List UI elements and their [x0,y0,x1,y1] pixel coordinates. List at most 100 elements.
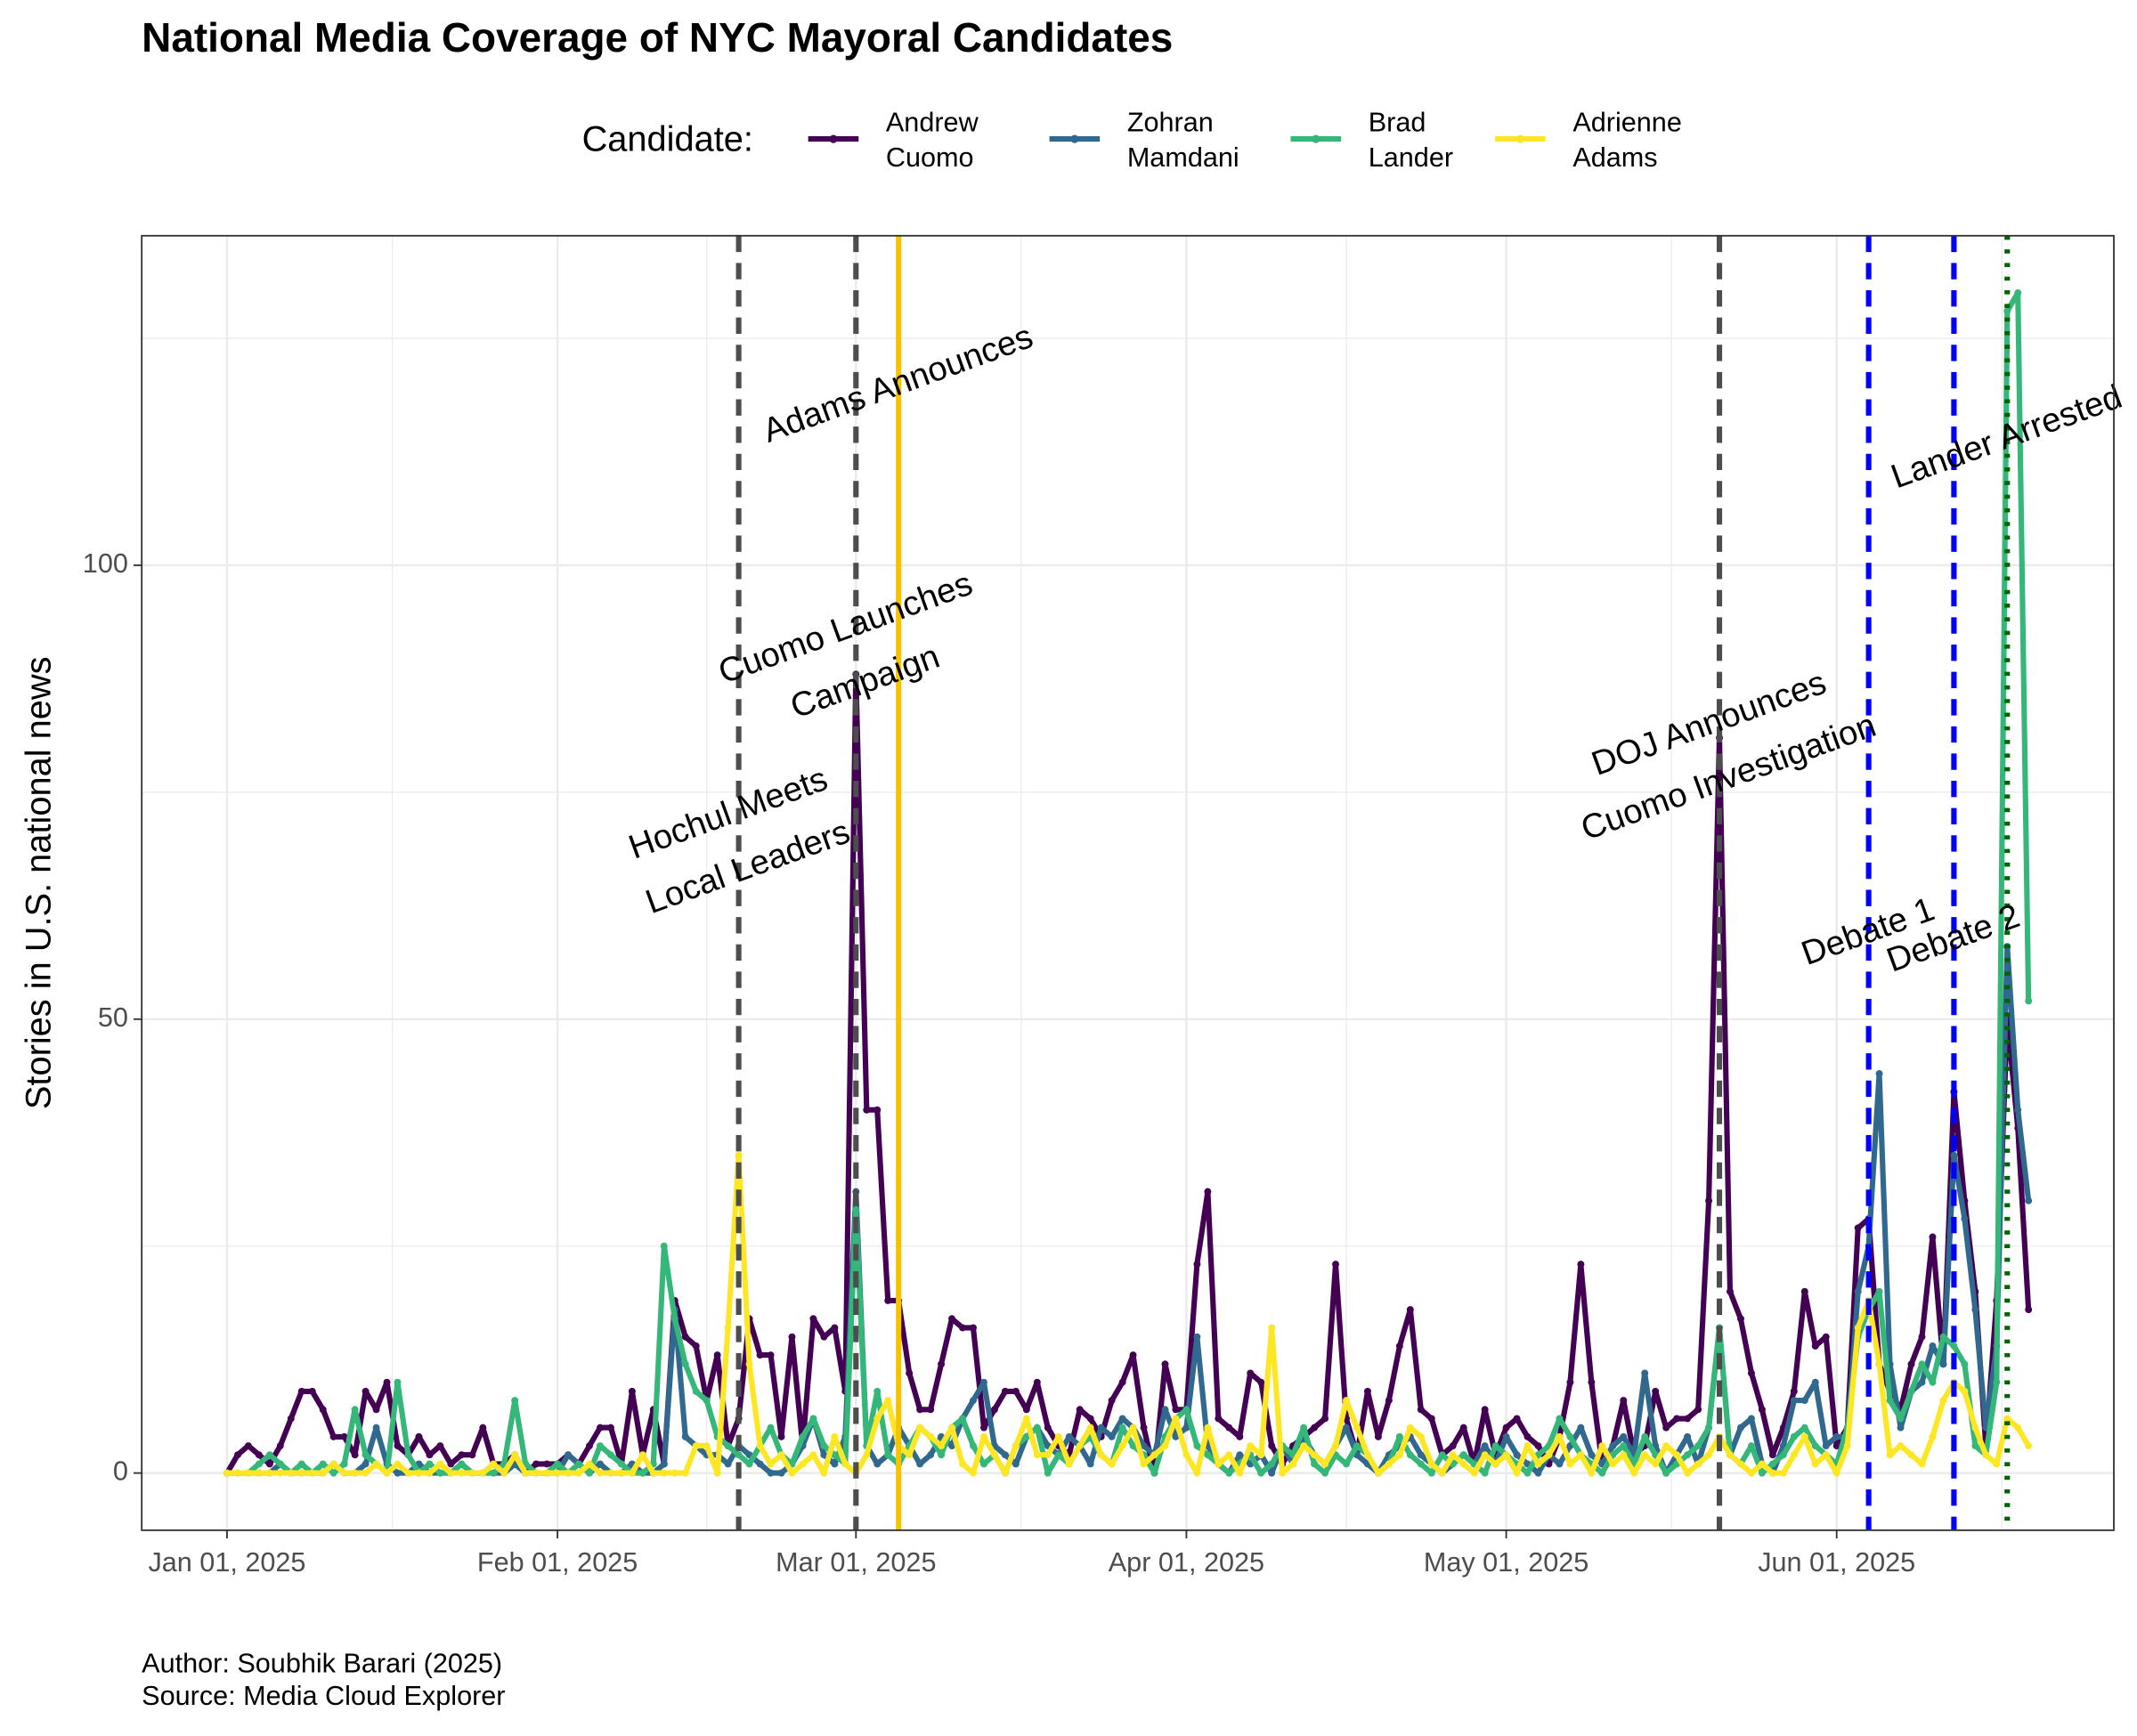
data-point [767,1424,775,1432]
data-point [1129,1351,1137,1359]
data-point [638,1451,646,1459]
legend-marker [1515,134,1524,143]
legend-marker [829,134,838,143]
data-point [1556,1415,1564,1423]
data-point [703,1397,711,1405]
data-point [1225,1469,1233,1477]
data-point [436,1442,444,1450]
data-point [1012,1460,1020,1468]
data-point [670,1469,678,1477]
data-point [1736,1424,1744,1432]
data-point [1811,1442,1819,1450]
data-point [1118,1415,1126,1423]
data-point [1363,1387,1371,1395]
data-point [1161,1442,1169,1450]
data-point [362,1460,370,1468]
data-point [596,1424,604,1432]
data-point [831,1451,839,1459]
y-tick-label: 0 [113,1456,128,1487]
data-point [1907,1387,1915,1395]
data-point [927,1432,935,1440]
data-point [1204,1188,1212,1196]
data-point [1022,1415,1030,1423]
data-point [1044,1451,1052,1459]
data-point [809,1415,817,1423]
data-point [959,1415,966,1423]
data-point [1374,1469,1382,1477]
data-point [565,1469,573,1477]
data-point [458,1460,466,1468]
data-point [1545,1451,1553,1459]
data-point [1395,1451,1403,1459]
data-point [362,1451,370,1459]
legend-label: Andrew Cuomo [886,107,979,173]
data-point [1459,1424,1467,1432]
data-point [979,1378,987,1386]
data-point [233,1451,241,1459]
legend-marker [1070,134,1079,143]
data-point [809,1315,817,1323]
data-point [1236,1469,1244,1477]
data-point [1215,1460,1223,1468]
data-point [1417,1460,1425,1468]
series-line [226,290,2032,1476]
data-point [617,1469,625,1477]
data-point [1481,1469,1489,1477]
data-point [1684,1432,1692,1440]
data-point [1438,1451,1446,1459]
data-point [1353,1442,1361,1450]
data-point [1800,1287,1808,1295]
data-point [1939,1333,1947,1341]
data-point [692,1387,700,1395]
panel-border [141,234,2115,1531]
data-point [916,1460,924,1468]
data-point [1022,1406,1030,1414]
data-point [1054,1432,1062,1440]
data-point [1524,1432,1532,1440]
data-point [745,1460,753,1468]
data-point [383,1469,391,1477]
data-point [1513,1415,1521,1423]
data-point [1566,1432,1574,1440]
grid [142,235,2114,1530]
data-point [979,1424,987,1432]
data-point [606,1469,614,1477]
data-point [1609,1442,1617,1450]
data-point [1566,1378,1574,1386]
data-point [938,1442,946,1450]
data-point [1588,1451,1596,1459]
data-point [1470,1469,1478,1477]
data-point [820,1469,828,1477]
data-point [1054,1451,1062,1459]
data-point [2003,307,2011,315]
data-point [1790,1397,1798,1405]
data-point [1481,1442,1489,1450]
data-point [1129,1424,1137,1432]
data-point [831,1460,839,1468]
data-point [1556,1460,1564,1468]
data-point [1417,1406,1425,1414]
data-point [1907,1451,1915,1459]
data-point [1150,1469,1158,1477]
data-point [863,1106,871,1114]
data-point [1406,1306,1414,1314]
data-point [777,1451,785,1459]
data-point [788,1333,796,1341]
data-point [596,1469,604,1477]
data-point [799,1432,807,1440]
data-point [1459,1460,1467,1468]
data-point [1939,1360,1947,1368]
data-point [1108,1460,1116,1468]
data-point [1001,1387,1009,1395]
data-point [1556,1432,1564,1440]
data-point [1993,1378,2001,1386]
data-point [1832,1469,1840,1477]
data-point [1747,1415,1755,1423]
data-point [959,1460,966,1468]
data-point [1044,1469,1052,1477]
data-point [1097,1451,1105,1459]
data-point [1747,1469,1755,1477]
data-point [565,1451,573,1459]
data-point [436,1460,444,1468]
